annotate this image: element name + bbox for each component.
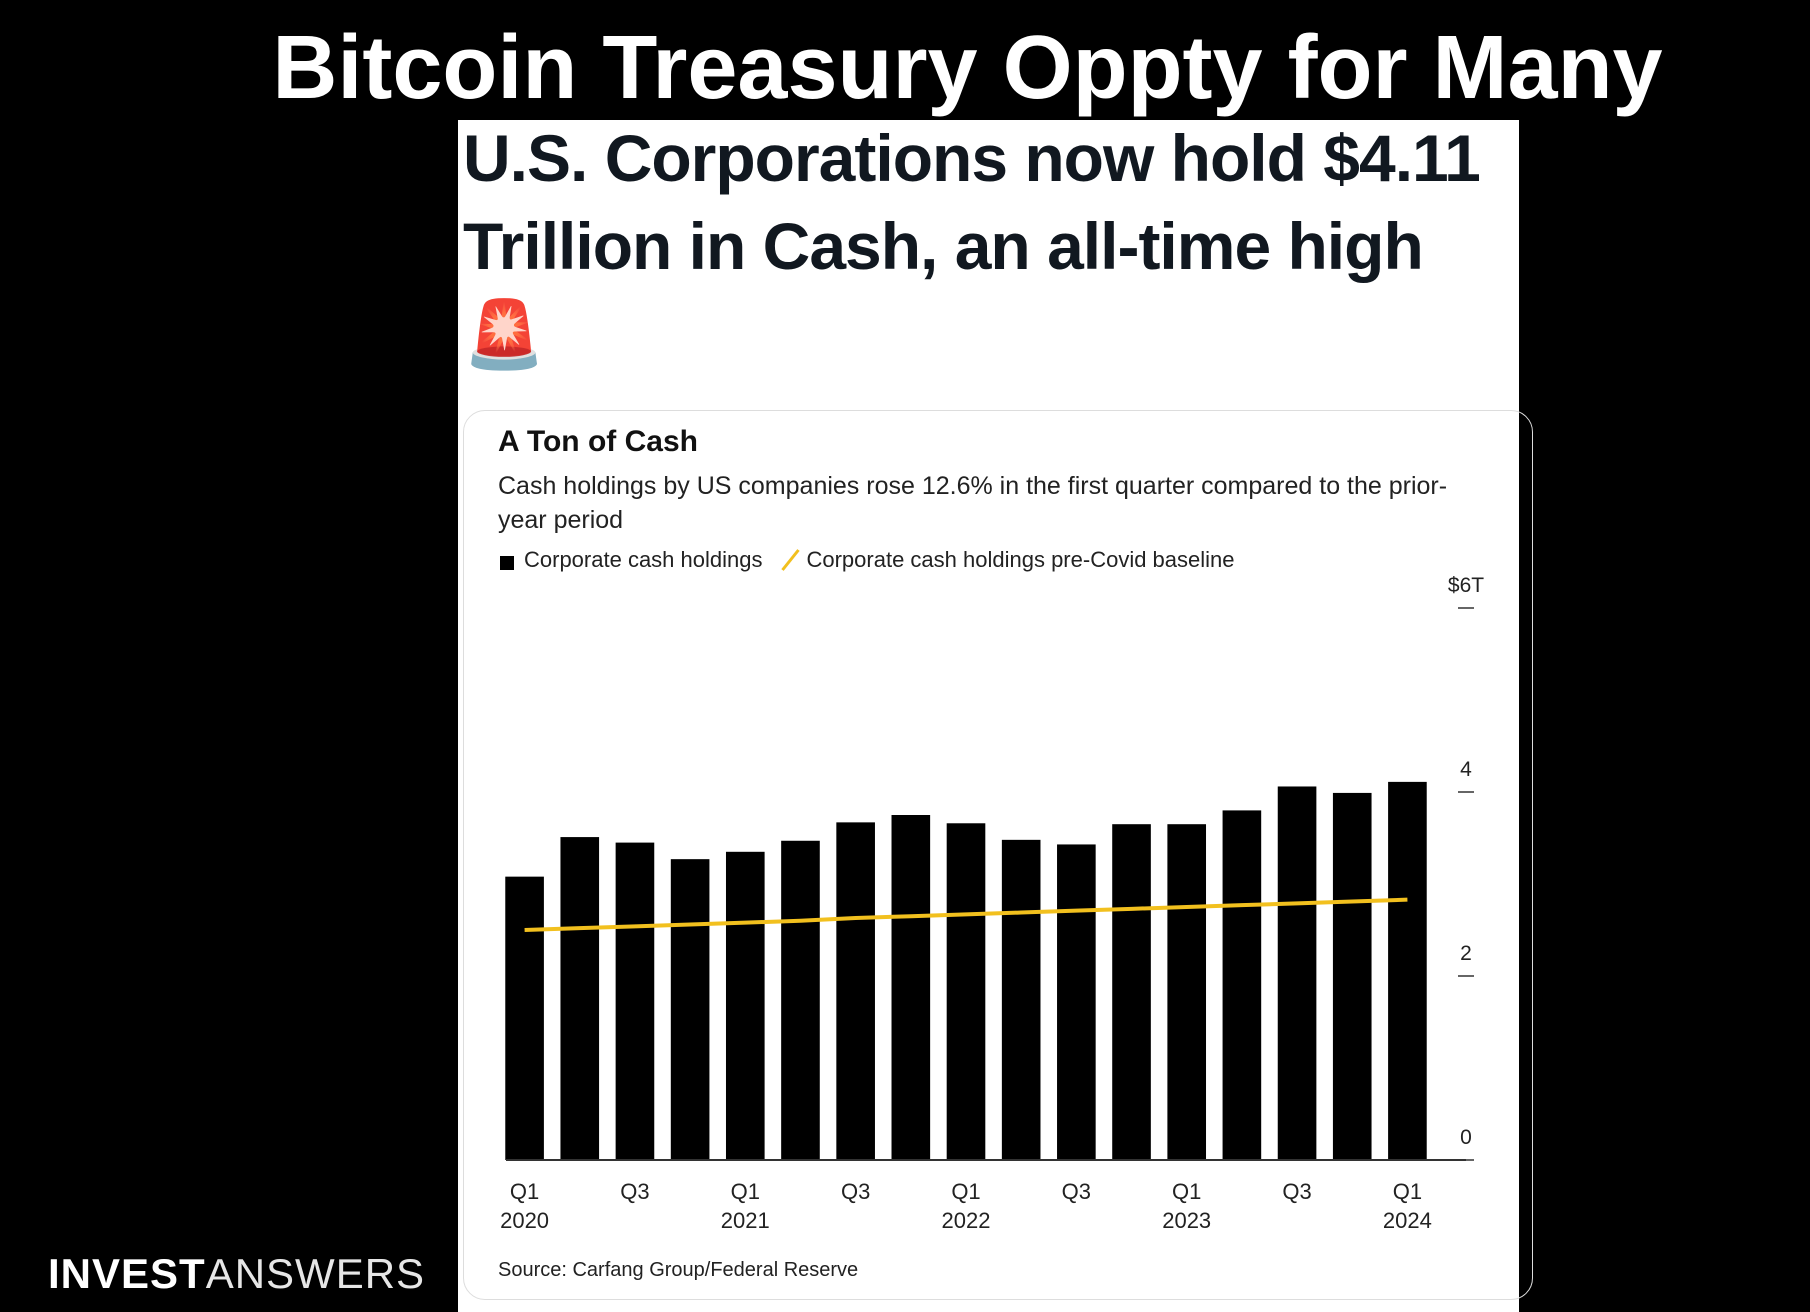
bar [1057, 844, 1096, 1160]
bar [670, 859, 710, 1160]
bar [946, 823, 986, 1160]
bar [1167, 824, 1207, 1160]
bar [836, 822, 875, 1160]
legend-swatch [781, 549, 800, 571]
legend-swatch [500, 556, 514, 570]
bar [1222, 810, 1262, 1160]
x-tick-label: Q1 2023 [1162, 1179, 1212, 1233]
chart-subtitle: Cash holdings by US companies rose 12.6%… [498, 472, 1448, 534]
post-title: U.S. Corporations now hold $4.11 Trillio… [463, 121, 1481, 371]
x-tick-label: Q3 [840, 1179, 871, 1204]
y-tick-label: 0 [1460, 1126, 1472, 1149]
brand-part: ANSWERS [205, 1250, 426, 1297]
brand-part: INVEST [48, 1250, 206, 1297]
bar [1332, 792, 1372, 1160]
bar [1388, 781, 1427, 1160]
y-tick-label: 2 [1460, 942, 1472, 965]
bar [615, 842, 655, 1160]
bar [1277, 786, 1317, 1160]
bar [1001, 839, 1041, 1160]
bar [560, 837, 600, 1160]
bar [1112, 824, 1151, 1160]
x-tick-label: Q1 2022 [941, 1179, 991, 1233]
slide-title: Bitcoin Treasury Oppty for Many [272, 18, 1663, 118]
bar [725, 851, 765, 1160]
y-tick-label: $6T [1447, 574, 1485, 597]
chart-card [463, 410, 1533, 1300]
bar [505, 876, 544, 1160]
x-tick-label: Q1 2021 [720, 1179, 770, 1233]
x-tick-label: Q3 [620, 1179, 650, 1204]
chart-source: Source: Carfang Group/Federal Reserve [498, 1259, 859, 1281]
chart-title: A Ton of Cash [498, 425, 698, 458]
brand-logo: INVESTANSWERS [48, 1250, 425, 1298]
legend-label: Corporate cash holdings [524, 547, 763, 572]
y-tick-label: 4 [1460, 758, 1472, 781]
bar [891, 815, 931, 1160]
x-tick-label: Q3 [1282, 1179, 1312, 1204]
x-tick-label: Q3 [1061, 1179, 1092, 1204]
x-tick-label: Q1 2024 [1382, 1179, 1432, 1233]
baseline-line [524, 897, 1408, 932]
legend-label: Corporate cash holdings pre-Covid baseli… [806, 547, 1235, 572]
x-tick-label: Q1 2020 [500, 1179, 550, 1233]
bar [781, 840, 820, 1160]
